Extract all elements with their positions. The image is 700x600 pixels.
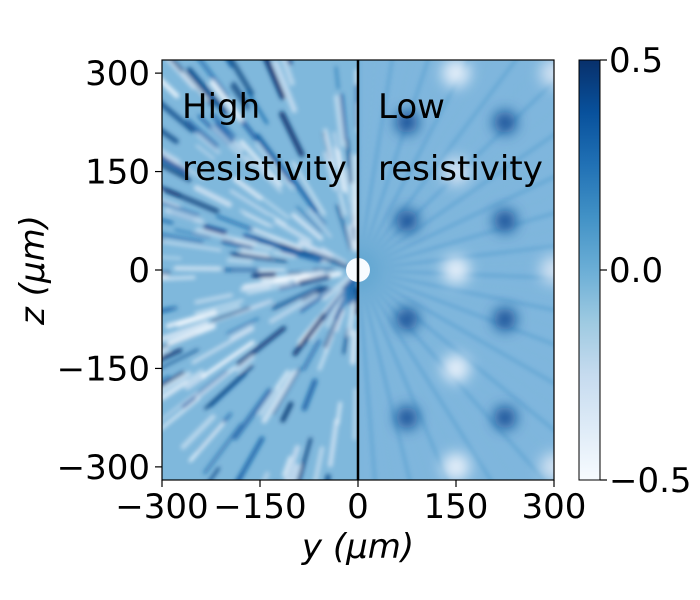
spot-13 [540, 256, 554, 284]
colorbar-tick-label: 0.0 [609, 251, 663, 291]
x-tick-label: −150 [213, 487, 306, 527]
y-axis-title: z (μm) [13, 215, 53, 326]
spot-11 [442, 452, 470, 480]
high-resistivity-streaks [162, 60, 358, 480]
colorbar: 0.5 0.0 −0.5 [578, 41, 692, 501]
spot-15 [540, 452, 554, 480]
region-label-high-line1: High [182, 87, 260, 127]
y-tick-label: 300 [85, 54, 150, 94]
region-label-low-line2: resistivity [378, 149, 543, 189]
spot-6 [396, 406, 418, 429]
low-resistivity-spots [396, 60, 554, 480]
spot-10 [442, 354, 470, 383]
region-label-low: Low resistivity [378, 87, 543, 189]
x-tick-label: −300 [115, 487, 208, 527]
heatmap [162, 60, 554, 480]
x-tick-label: 0 [347, 487, 369, 527]
colorbar-ticks: 0.5 0.0 −0.5 [600, 41, 692, 501]
x-axis: −300 −150 0 150 300 [115, 480, 586, 527]
y-tick-label: −150 [57, 349, 150, 389]
region-label-low-line1: Low [378, 87, 445, 127]
y-tick-label: 0 [128, 251, 150, 291]
spot-0 [396, 111, 418, 134]
spot-14 [540, 60, 554, 88]
spot-9 [442, 256, 470, 284]
x-tick-label: 300 [522, 487, 587, 527]
colorbar-tick-label: 0.5 [609, 41, 663, 81]
y-axis: 300 150 0 −150 −300 [57, 54, 162, 488]
spot-4 [396, 308, 418, 331]
spot-2 [396, 209, 418, 232]
region-label-high-line2: resistivity [182, 149, 347, 189]
spot-8 [442, 60, 470, 88]
y-tick-label: −300 [57, 448, 150, 488]
spot-3 [494, 209, 516, 232]
y-tick-label: 150 [85, 153, 150, 193]
colorbar-tick-label: −0.5 [609, 461, 692, 501]
spot-7 [494, 406, 516, 429]
spot-12 [442, 157, 470, 186]
spot-1 [494, 111, 516, 134]
x-tick-label: 150 [424, 487, 489, 527]
region-label-high: High resistivity [182, 87, 347, 189]
colorbar-gradient [578, 59, 601, 481]
x-axis-title: y (μm) [301, 527, 414, 567]
spot-5 [494, 308, 516, 331]
